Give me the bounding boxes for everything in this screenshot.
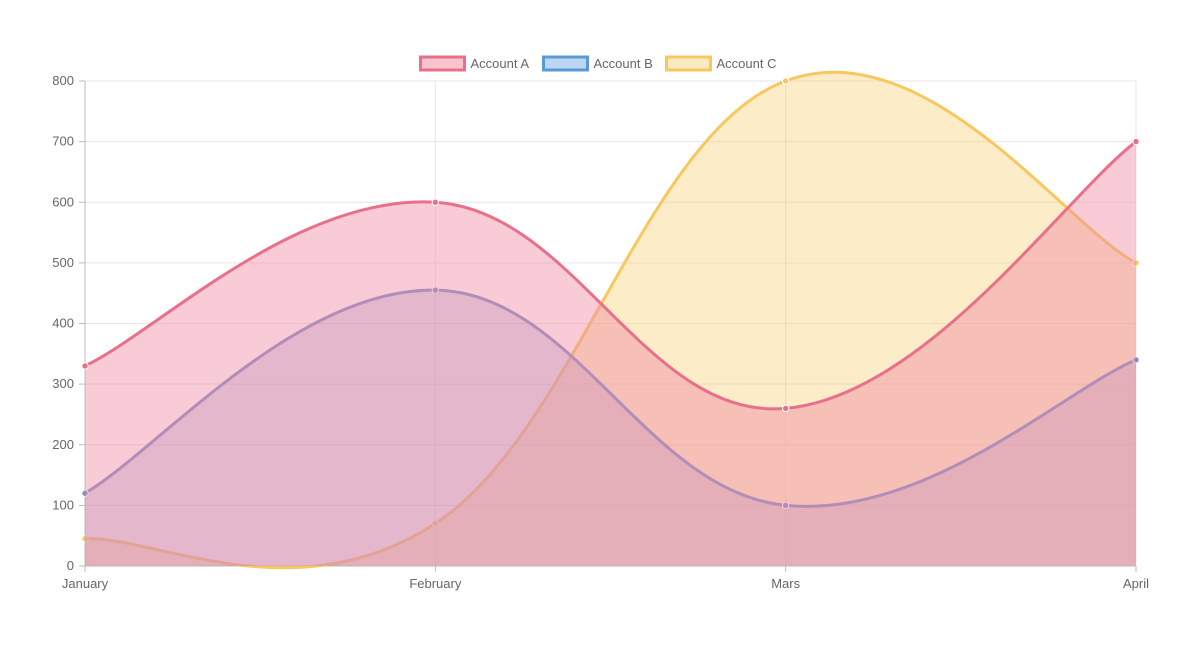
data-point-account-b[interactable] <box>781 501 790 510</box>
legend[interactable]: Account A Account B Account C <box>419 55 777 72</box>
x-tick-label: February <box>409 576 462 591</box>
data-point-account-c[interactable] <box>1132 259 1140 267</box>
data-point-account-a[interactable] <box>81 362 89 370</box>
data-point-account-b[interactable] <box>81 489 89 497</box>
legend-item-account-c[interactable]: Account C <box>665 55 777 72</box>
data-point-account-b[interactable] <box>1132 356 1140 364</box>
y-tick-label: 400 <box>52 316 74 331</box>
y-tick-label: 800 <box>52 73 74 88</box>
series-layer <box>81 71 1140 570</box>
legend-swatch-account-b <box>542 55 589 72</box>
legend-item-account-b[interactable]: Account B <box>542 55 653 72</box>
y-tick-label: 600 <box>52 194 74 209</box>
series-account-a <box>81 137 1140 566</box>
series-account-c <box>81 71 1140 570</box>
y-tick-label: 100 <box>52 497 74 512</box>
data-point-account-a[interactable] <box>1132 137 1140 146</box>
legend-swatch-account-a <box>419 55 466 72</box>
area-fill-account-c <box>85 72 1136 568</box>
data-point-account-a[interactable] <box>431 198 440 206</box>
area-fill-account-a <box>85 141 1136 566</box>
y-tick-label: 0 <box>67 558 74 573</box>
data-point-account-b[interactable] <box>431 286 440 294</box>
legend-label-account-a: Account A <box>471 56 530 71</box>
x-tick-label: January <box>62 576 109 591</box>
legend-swatch-account-c <box>665 55 712 72</box>
line-account-c <box>84 71 1137 570</box>
legend-item-account-a[interactable]: Account A <box>419 55 530 72</box>
y-tick-label: 500 <box>52 255 74 270</box>
data-point-account-c[interactable] <box>81 535 89 543</box>
data-point-account-c[interactable] <box>431 519 440 528</box>
data-point-account-c[interactable] <box>781 77 790 85</box>
grid <box>84 80 1137 567</box>
legend-label-account-c: Account C <box>717 56 777 71</box>
line-account-b <box>84 288 1137 508</box>
area-fill-account-b <box>85 290 1136 566</box>
legend-label-account-b: Account B <box>594 56 653 71</box>
axes: 0 100 200 300 400 500 600 700 800 January February… <box>52 73 1149 591</box>
y-tick-label: 200 <box>52 437 74 452</box>
x-tick-label: April <box>1123 576 1149 591</box>
line-account-a <box>84 140 1137 411</box>
y-tick-label: 700 <box>52 134 74 149</box>
x-tick-label: Mars <box>771 576 800 591</box>
y-tick-label: 300 <box>52 376 74 391</box>
series-account-b <box>81 286 1140 566</box>
data-point-account-a[interactable] <box>781 404 790 413</box>
